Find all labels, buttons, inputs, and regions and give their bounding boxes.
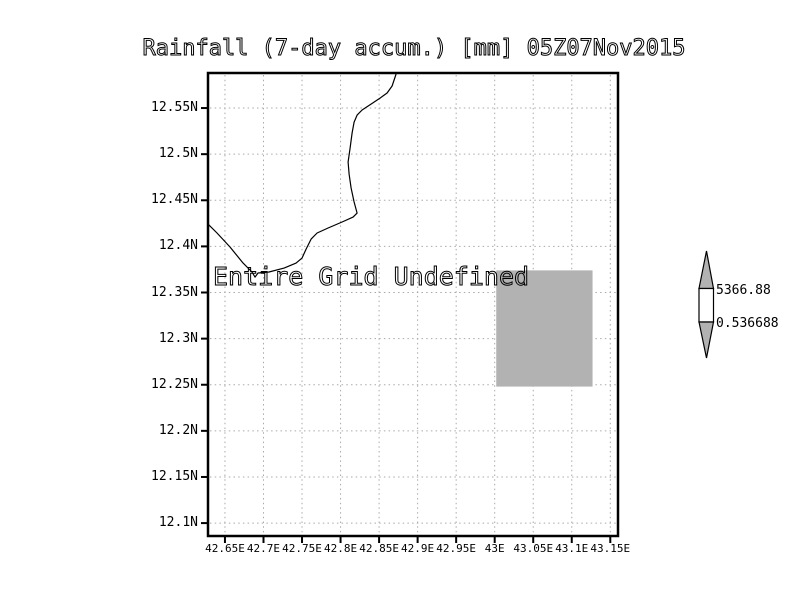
colorbar-down-arrow-icon: [698, 321, 715, 359]
y-tick-label: 12.3N: [158, 330, 198, 346]
y-tick-label: 12.25N: [151, 376, 198, 392]
colorbar-up-arrow-icon: [698, 250, 715, 290]
x-tick-label: 42.85E: [359, 542, 399, 555]
undefined-data-region: [496, 270, 593, 387]
y-tick-label: 12.2N: [158, 422, 198, 438]
plot-title: Rainfall (7-day accum.) [mm] 05Z07Nov201…: [142, 36, 686, 61]
y-tick-label: 12.55N: [151, 100, 198, 116]
colorbar-value-box: [698, 287, 715, 323]
x-tick-label: 42.9E: [401, 542, 435, 555]
coastline: [207, 73, 397, 278]
y-tick-label: 12.4N: [158, 238, 198, 254]
x-tick-label: 42.75E: [282, 542, 322, 555]
x-tick-label: 43E: [484, 542, 505, 555]
y-tick-label: 12.1N: [158, 515, 198, 531]
x-tick-label: 42.65E: [205, 542, 245, 555]
y-tick-label: 12.5N: [158, 146, 198, 162]
y-tick-label: 12.35N: [151, 284, 198, 300]
x-tick-label: 42.95E: [436, 542, 477, 555]
x-tick-label: 42.8E: [323, 542, 358, 555]
x-tick-label: 43.15E: [590, 542, 631, 555]
colorbar-max-label: 5366.88: [716, 283, 771, 298]
x-tick-label: 43.1E: [555, 542, 589, 555]
x-tick-label: 43.05E: [513, 542, 554, 555]
undefined-message: Entire Grid Undefined: [212, 262, 530, 291]
colorbar-min-label: 0.536688: [716, 316, 779, 331]
y-tick-label: 12.45N: [151, 192, 198, 208]
y-tick-label: 12.15N: [151, 468, 198, 484]
map-frame: [206, 71, 620, 538]
x-tick-label: 42.7E: [246, 542, 281, 555]
